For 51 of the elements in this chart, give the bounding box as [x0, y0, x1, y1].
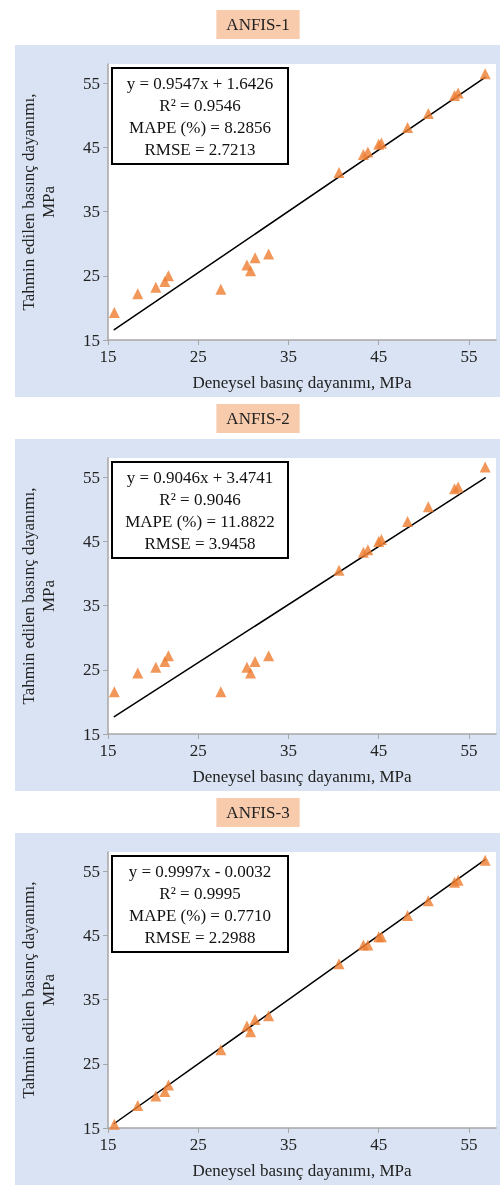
- annotation: MAPE (%) = 11.8822: [125, 511, 275, 531]
- annotation: y = 0.9547x + 1.6426: [126, 73, 274, 93]
- y-tick-label: 15: [83, 1118, 100, 1138]
- x-tick-label: 25: [189, 741, 207, 760]
- annotation: RMSE = 2.7213: [144, 139, 256, 159]
- x-tick-label: 55: [460, 741, 478, 760]
- y-tick-label: 55: [83, 861, 100, 881]
- annotation: y = 0.9046x + 3.4741: [126, 467, 274, 487]
- x-tick-label: 15: [99, 741, 117, 760]
- x-tick-label: 25: [189, 347, 207, 366]
- annotation: MAPE (%) = 8.2856: [129, 117, 271, 137]
- x-tick-label: 35: [279, 741, 297, 760]
- y-tick-label: 45: [83, 137, 100, 157]
- y-tick-label: 35: [83, 596, 100, 616]
- x-tick-label: 15: [99, 347, 117, 366]
- y-tick-label: 15: [83, 724, 100, 744]
- y-tick-label: 25: [83, 660, 100, 680]
- annotation: R² = 0.9995: [159, 883, 241, 903]
- annotation: RMSE = 2.2988: [144, 927, 256, 947]
- y-tick-label: 45: [83, 531, 100, 551]
- y-tick-label: 25: [83, 1054, 100, 1074]
- y-tick-label: 25: [83, 266, 100, 286]
- annotation: y = 0.9997x - 0.0032: [128, 861, 272, 881]
- x-tick-label: 35: [279, 347, 297, 366]
- annotation: MAPE (%) = 0.7710: [129, 905, 271, 925]
- annotation: RMSE = 3.9458: [144, 533, 256, 553]
- y-tick-label: 35: [83, 990, 100, 1010]
- y-tick-label: 35: [83, 202, 100, 222]
- x-tick-label: 55: [460, 347, 478, 366]
- x-tick-label: 45: [370, 741, 388, 760]
- y-tick-label: 55: [83, 467, 100, 487]
- x-tick-label: 25: [189, 1135, 207, 1154]
- x-axis-title: Deneysel basınç dayanımı, MPa: [192, 1160, 412, 1180]
- x-axis-title: Deneysel basınç dayanımı, MPa: [192, 372, 412, 392]
- annotation: R² = 0.9046: [159, 489, 241, 509]
- chart-title: ANFIS-1: [226, 15, 290, 34]
- y-tick-label: 55: [83, 73, 100, 93]
- x-tick-label: 35: [279, 1135, 297, 1154]
- x-tick-label: 55: [460, 1135, 478, 1154]
- annotation: R² = 0.9546: [159, 95, 241, 115]
- y-axis-title: Tahmin edilen basınç dayanımı, MPa: [18, 487, 58, 705]
- x-tick-label: 45: [370, 347, 388, 366]
- y-tick-label: 15: [83, 330, 100, 350]
- x-tick-label: 15: [99, 1135, 117, 1154]
- chart-title: ANFIS-3: [226, 803, 290, 822]
- chart-title: ANFIS-2: [226, 409, 290, 428]
- x-tick-label: 45: [370, 1135, 388, 1154]
- y-tick-label: 45: [83, 925, 100, 945]
- y-axis-title: Tahmin edilen basınç dayanımı, MPa: [18, 881, 58, 1099]
- y-axis-title: Tahmin edilen basınç dayanımı, MPa: [18, 93, 58, 311]
- x-axis-title: Deneysel basınç dayanımı, MPa: [192, 766, 412, 786]
